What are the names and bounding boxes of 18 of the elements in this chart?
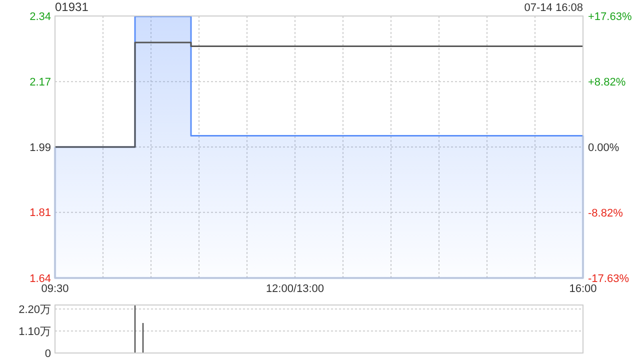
- y-tick-label: 2.34: [30, 10, 51, 23]
- y2-tick-label: +8.82%: [588, 76, 626, 88]
- y-tick-label: 2.20万: [18, 304, 51, 316]
- y-tick-label: 0: [44, 348, 51, 360]
- y2-tick-label: 0.00%: [588, 142, 620, 154]
- y2-tick-label: -8.82%: [588, 207, 624, 220]
- chart-title: 01931: [55, 0, 89, 14]
- x-tick-label: 16:00: [569, 283, 597, 295]
- x-tick-label: 09:30: [41, 283, 69, 295]
- x-tick-label: 12:00/13:00: [266, 283, 324, 295]
- y-tick-label: 1.10万: [18, 326, 51, 338]
- text: 07-14 16:08: [524, 2, 583, 14]
- y-tick-label: 1.99: [30, 142, 51, 154]
- y2-tick-label: -17.63%: [588, 272, 630, 285]
- y2-tick-label: +17.63%: [588, 10, 632, 23]
- y-tick-label: 1.64: [30, 272, 51, 285]
- y-tick-label: 1.81: [30, 207, 51, 220]
- y-tick-label: 2.17: [30, 76, 51, 89]
